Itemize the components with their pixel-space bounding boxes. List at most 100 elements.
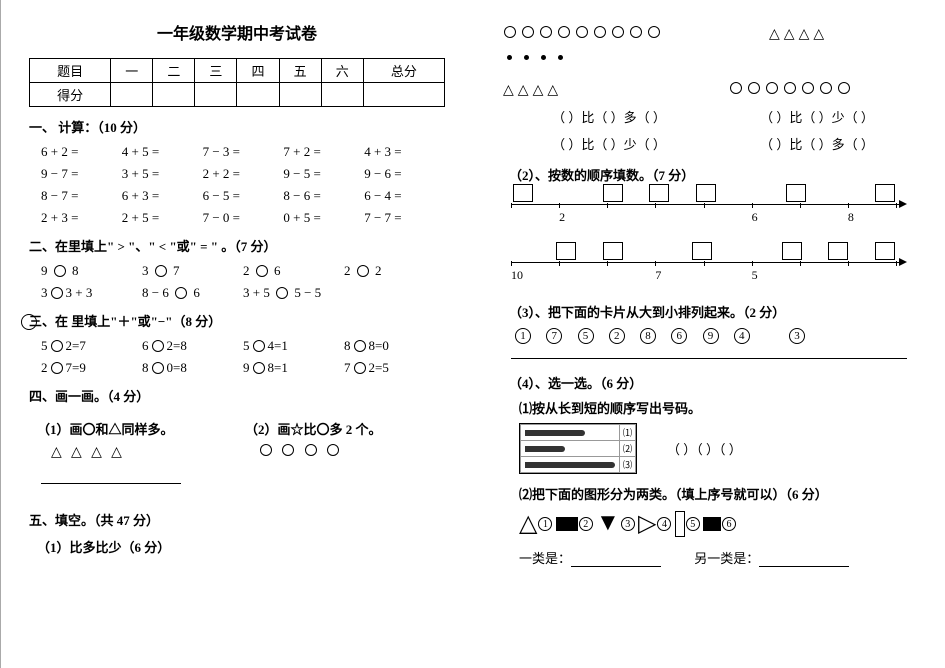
compare-blank: （ ）比（ ）多（ ） [501,107,717,126]
section-2-heading: 二、在里填上" > "、" < "或" = " 。（7 分） [29,236,445,255]
score-cell: 五 [279,59,321,83]
calc-row: 9 − 7 = 3 + 5 = 2 + 2 = 9 − 5 = 9 − 6 = [29,166,445,182]
rectangle-filled-icon [703,517,721,531]
arrow-right-icon [899,200,907,208]
circle-blank-icon [51,362,63,374]
circle-icon [282,444,294,456]
answer-underline [571,553,661,567]
tick-label: 5 [752,266,753,283]
circle-blank-icon [51,287,63,299]
op-item: 54=1 [243,338,344,354]
circle-icon [630,26,642,38]
sec4-sub1: （1）画〇和△同样多。 [37,419,237,438]
blank-box [786,184,806,202]
answer-line [511,358,907,359]
dot-icon [558,55,563,60]
circle-icon [838,82,850,94]
circle-icon [594,26,606,38]
calc-item: 7 − 3 = [203,144,284,160]
card-item: 8 [640,328,656,344]
blank-box [696,184,716,202]
sec5-sub4-1: ⑴按从长到短的顺序写出号码。 [519,398,917,417]
calc-item: 7 − 7 = [364,210,445,226]
tick-label: 6 [752,208,753,225]
shape-number: 2 [579,517,593,531]
triangle-right-icon: ▷ [638,509,656,538]
triangle-outline-icon: △ [519,509,537,538]
dots-row [501,50,767,66]
card-item: 7 [546,328,562,344]
circle-blank-icon [152,362,164,374]
triangle-icon: △ [769,26,780,43]
op-item: 98=1 [243,360,344,376]
score-cell [237,83,279,107]
cards-row: 1 7 5 2 8 6 9 4 3 [509,327,917,344]
score-cell [279,83,321,107]
calc-item: 6 − 5 = [203,188,284,204]
compare-item: 2 6 [243,263,344,279]
left-column: 一年级数学期中考试卷 题目 一 二 三 四 五 六 总分 得分 一、 计算：（1… [0,0,473,668]
score-cell [195,83,237,107]
score-cell: 三 [195,59,237,83]
op-item: 52=7 [41,338,142,354]
score-table: 题目 一 二 三 四 五 六 总分 得分 [29,58,445,107]
calc-row: 8 − 7 = 6 + 3 = 6 − 5 = 8 − 6 = 6 − 4 = [29,188,445,204]
circle-icon [820,82,832,94]
page-title: 一年级数学期中考试卷 [29,20,445,44]
calc-item: 3 + 5 = [122,166,203,182]
calc-item: 9 − 6 = [364,166,445,182]
calc-item: 2 + 3 = [41,210,122,226]
tick-label [511,208,512,225]
answer-line [41,483,181,484]
score-cell [111,83,153,107]
card-item: 6 [671,328,687,344]
circle-icon [766,82,778,94]
section-4-heading: 四、画一画。（4 分） [29,386,445,405]
compare-blank: （ ）比（ ）多（ ） [717,134,917,153]
circle-icon [648,26,660,38]
shape-number: 4 [657,517,671,531]
circle-blank-icon [175,287,187,299]
calc-item: 6 − 4 = [364,188,445,204]
sec5-sub2: （2）、按数的顺序填数。（7 分） [509,165,917,184]
circle-icon [730,82,742,94]
pencil-label: ⑴ [620,425,636,441]
compare-item: 3 + 5 5 − 5 [243,285,344,301]
circle-icon [612,26,624,38]
triangle-icon: △ [518,82,529,99]
dot-icon [507,55,512,60]
blank-box [556,242,576,260]
score-cell: 总分 [363,59,444,83]
circle-blank-icon [253,362,265,374]
score-cell: 四 [237,59,279,83]
tick-label: 7 [655,266,656,283]
score-cell: 六 [321,59,363,83]
triangles-row: △△△△ [501,82,727,99]
shape-number: 1 [538,517,552,531]
score-cell: 一 [111,59,153,83]
score-cell [153,83,195,107]
circle-icon [522,26,534,38]
triangle-icon: △ [51,444,63,461]
circle-blank-icon [354,340,366,352]
tick-label: 8 [848,208,849,225]
calc-item: 9 − 5 = [283,166,364,182]
triangles-row: △△△△ [767,26,917,43]
triangle-filled-icon: ▼ [596,510,620,537]
section-3-heading: 三、在 里填上"＋"或"−"（8 分） [29,311,445,330]
number-line-ascending: 2 6 8 [511,190,907,220]
sec4-sub2: （2）画☆比〇多 2 个。 [245,419,445,438]
circle-blank-icon [51,340,63,352]
triangles-row: △ △ △ △ [49,444,237,461]
triangle-icon: △ [111,444,123,461]
circle-blank-icon [357,265,369,277]
tick-label [800,266,801,283]
class-b-label: 另一类是： [694,551,759,566]
circle-blank-icon [152,340,164,352]
tick-label [607,266,608,283]
calc-item: 0 + 5 = [283,210,364,226]
triangle-icon: △ [71,444,83,461]
circle-icon [305,444,317,456]
class-a-label: 一类是： [519,551,571,566]
op-item: 27=9 [41,360,142,376]
